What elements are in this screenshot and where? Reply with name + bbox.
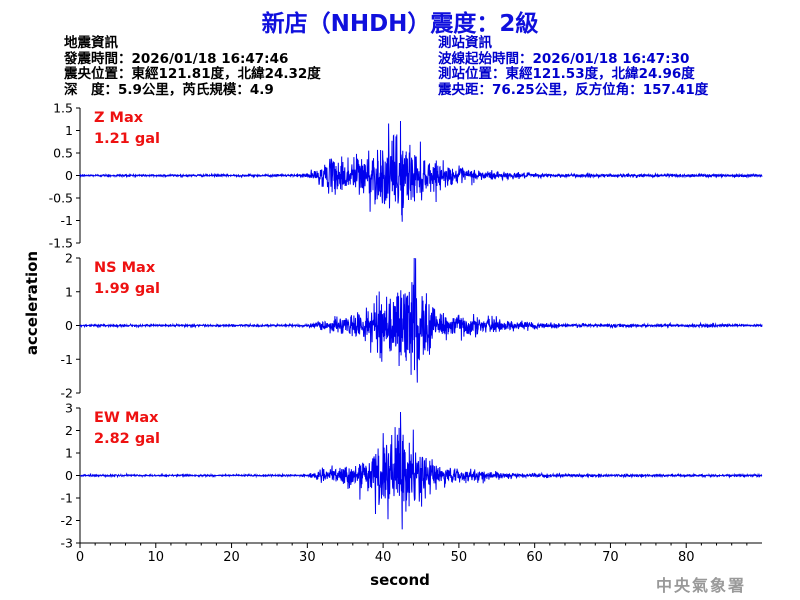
x-axis-label: second xyxy=(370,571,430,589)
y-tick-label: -3 xyxy=(61,536,73,551)
y-tick-label: -0.5 xyxy=(49,191,73,206)
agency-watermark: 中央氣象署 xyxy=(656,576,747,595)
y-axis-label: acceleration xyxy=(23,251,41,355)
y-tick-label: 0 xyxy=(65,318,73,333)
y-tick-label: 1 xyxy=(65,123,73,138)
y-tick-label: -2 xyxy=(61,513,73,528)
y-tick-label: 1 xyxy=(65,446,73,461)
x-tick-label: 20 xyxy=(223,550,240,565)
y-tick-label: 1.5 xyxy=(53,101,73,116)
max-label-ns: NS Max xyxy=(94,260,156,276)
y-tick-label: 0 xyxy=(65,168,73,183)
y-tick-label: 1 xyxy=(65,284,73,299)
x-tick-label: 30 xyxy=(299,550,316,565)
wave-start-time: 波線起始時間：2026/01/18 16:47:30 xyxy=(438,50,690,67)
x-tick-label: 10 xyxy=(148,550,165,565)
max-label-ew: EW Max xyxy=(94,410,159,426)
y-tick-label: -1 xyxy=(61,352,73,367)
y-tick-label: 2 xyxy=(65,423,73,438)
y-tick-label: -1.5 xyxy=(49,236,73,251)
station-info-block: 測站資訊 波線起始時間：2026/01/18 16:47:30 測站位置：東經1… xyxy=(438,35,709,98)
max-value-ew: 2.82 gal xyxy=(94,431,160,447)
y-tick-label: -1 xyxy=(61,213,73,228)
waveform-ew xyxy=(79,411,763,530)
station-location: 測站位置：東經121.53度，北緯24.96度 xyxy=(438,66,695,82)
x-tick-label: 80 xyxy=(678,550,695,565)
y-tick-label: 0 xyxy=(65,468,73,483)
waveform-z xyxy=(79,120,763,222)
quake-origin-time: 發震時間：2026/01/18 16:47:46 xyxy=(64,50,289,67)
x-tick-label: 70 xyxy=(602,550,619,565)
quake-epicenter: 震央位置：東經121.81度，北緯24.32度 xyxy=(64,66,321,82)
y-tick-label: -2 xyxy=(61,386,73,401)
x-tick-label: 0 xyxy=(76,550,84,565)
quake-depth-magnitude: 深 度：5.9公里，芮氏規模：4.9 xyxy=(64,81,274,98)
y-tick-label: -1 xyxy=(61,491,73,506)
quake-info-block: 地震資訊 發震時間：2026/01/18 16:47:46 震央位置：東經121… xyxy=(64,35,321,98)
y-tick-label: 2 xyxy=(65,251,73,266)
x-tick-label: 60 xyxy=(526,550,543,565)
max-value-ns: 1.99 gal xyxy=(94,281,160,297)
max-label-z: Z Max xyxy=(94,110,144,126)
y-tick-label: 3 xyxy=(65,401,73,416)
y-tick-label: 0.5 xyxy=(53,146,73,161)
quake-info-heading: 地震資訊 xyxy=(64,35,118,51)
page-title: 新店（NHDH）震度：2級 xyxy=(261,11,539,37)
epicentral-distance: 震央距：76.25公里，反方位角：157.41度 xyxy=(438,81,709,98)
max-value-z: 1.21 gal xyxy=(94,131,160,147)
x-tick-label: 50 xyxy=(451,550,468,565)
x-tick-label: 40 xyxy=(375,550,392,565)
waveform-ns xyxy=(79,257,763,383)
station-info-heading: 測站資訊 xyxy=(438,35,492,51)
